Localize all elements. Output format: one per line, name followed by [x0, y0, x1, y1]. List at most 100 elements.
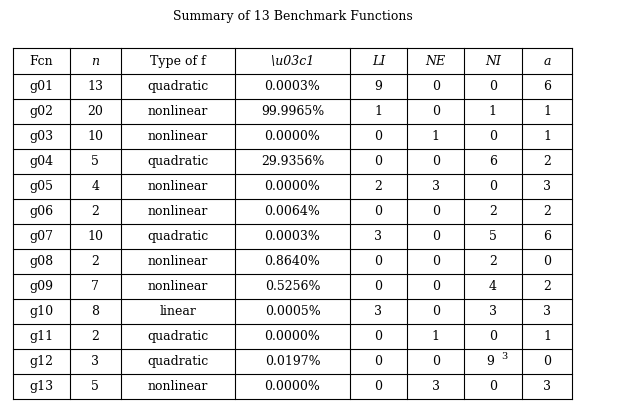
Text: 0: 0	[375, 330, 382, 343]
Text: 0.0003%: 0.0003%	[265, 230, 321, 243]
Text: 2: 2	[489, 205, 497, 218]
Text: 3: 3	[543, 305, 551, 318]
Text: Fcn: Fcn	[29, 55, 53, 67]
Text: 1: 1	[543, 105, 551, 118]
Text: a: a	[543, 55, 551, 67]
Text: nonlinear: nonlinear	[148, 280, 208, 293]
Text: g01: g01	[29, 80, 53, 93]
Text: 1: 1	[489, 105, 497, 118]
Text: 29.9356%: 29.9356%	[261, 155, 324, 168]
Text: quadratic: quadratic	[148, 155, 209, 168]
Text: g02: g02	[29, 105, 53, 118]
Text: 0: 0	[432, 305, 439, 318]
Text: 0.0000%: 0.0000%	[265, 330, 321, 343]
Text: 0.0064%: 0.0064%	[265, 205, 321, 218]
Text: 9: 9	[486, 355, 494, 368]
Text: 0.5256%: 0.5256%	[265, 280, 321, 293]
Text: 1: 1	[432, 130, 439, 143]
Text: g11: g11	[29, 330, 53, 343]
Text: 0: 0	[375, 255, 382, 268]
Text: nonlinear: nonlinear	[148, 380, 208, 393]
Text: 6: 6	[489, 155, 497, 168]
Text: 0.0000%: 0.0000%	[265, 380, 321, 393]
Text: 0: 0	[543, 355, 551, 368]
Text: 0: 0	[489, 330, 497, 343]
Text: 0: 0	[489, 380, 497, 393]
Text: 3: 3	[543, 380, 551, 393]
Text: 0: 0	[432, 280, 439, 293]
Text: g03: g03	[29, 130, 53, 143]
Text: 0: 0	[432, 205, 439, 218]
Text: 3: 3	[501, 352, 508, 361]
Text: 10: 10	[87, 230, 104, 243]
Text: g08: g08	[29, 255, 53, 268]
Text: 1: 1	[375, 105, 382, 118]
Text: quadratic: quadratic	[148, 355, 209, 368]
Text: nonlinear: nonlinear	[148, 205, 208, 218]
Text: 5: 5	[489, 230, 497, 243]
Text: nonlinear: nonlinear	[148, 130, 208, 143]
Text: 2: 2	[92, 205, 99, 218]
Text: 3: 3	[432, 380, 439, 393]
Text: 8: 8	[92, 305, 99, 318]
Text: 2: 2	[375, 180, 382, 193]
Text: 1: 1	[432, 330, 439, 343]
Text: 0.0000%: 0.0000%	[265, 180, 321, 193]
Text: 0: 0	[432, 255, 439, 268]
Text: \u03c1: \u03c1	[271, 55, 314, 67]
Text: nonlinear: nonlinear	[148, 180, 208, 193]
Text: 0.0197%: 0.0197%	[265, 355, 321, 368]
Text: 5: 5	[92, 155, 99, 168]
Text: quadratic: quadratic	[148, 330, 209, 343]
Text: 3: 3	[375, 230, 382, 243]
Text: g05: g05	[29, 180, 53, 193]
Text: nonlinear: nonlinear	[148, 255, 208, 268]
Text: 3: 3	[432, 180, 439, 193]
Text: quadratic: quadratic	[148, 80, 209, 93]
Text: 0: 0	[375, 155, 382, 168]
Text: g04: g04	[29, 155, 53, 168]
Text: g10: g10	[29, 305, 53, 318]
Text: 3: 3	[543, 180, 551, 193]
Text: 0: 0	[375, 205, 382, 218]
Text: 0: 0	[375, 280, 382, 293]
Text: 99.9965%: 99.9965%	[261, 105, 324, 118]
Text: g06: g06	[29, 205, 53, 218]
Text: 0: 0	[432, 355, 439, 368]
Text: g12: g12	[29, 355, 53, 368]
Text: 1: 1	[543, 130, 551, 143]
Text: 2: 2	[92, 255, 99, 268]
Text: 0.0003%: 0.0003%	[265, 80, 321, 93]
Text: 0: 0	[375, 130, 382, 143]
Text: 20: 20	[88, 105, 103, 118]
Text: 0: 0	[543, 255, 551, 268]
Text: 0: 0	[375, 380, 382, 393]
Text: quadratic: quadratic	[148, 230, 209, 243]
Text: 3: 3	[92, 355, 99, 368]
Text: 0.8640%: 0.8640%	[265, 255, 321, 268]
Text: 10: 10	[87, 130, 104, 143]
Text: 0: 0	[432, 105, 439, 118]
Text: 5: 5	[92, 380, 99, 393]
Text: 0: 0	[432, 155, 439, 168]
Text: 1: 1	[543, 330, 551, 343]
Text: 2: 2	[543, 155, 551, 168]
Text: 6: 6	[543, 80, 551, 93]
Text: NI: NI	[485, 55, 501, 67]
Text: 0: 0	[489, 130, 497, 143]
Text: LI: LI	[372, 55, 385, 67]
Text: 0: 0	[489, 180, 497, 193]
Text: 9: 9	[375, 80, 382, 93]
Text: 2: 2	[92, 330, 99, 343]
Text: 3: 3	[375, 305, 382, 318]
Text: g13: g13	[29, 380, 53, 393]
Text: g09: g09	[29, 280, 53, 293]
Text: Type of f: Type of f	[150, 55, 206, 67]
Text: 0.0005%: 0.0005%	[265, 305, 321, 318]
Text: linear: linear	[160, 305, 197, 318]
Text: 0.0000%: 0.0000%	[265, 130, 321, 143]
Text: g07: g07	[29, 230, 53, 243]
Text: 0: 0	[432, 230, 439, 243]
Text: 3: 3	[489, 305, 497, 318]
Text: 0: 0	[489, 80, 497, 93]
